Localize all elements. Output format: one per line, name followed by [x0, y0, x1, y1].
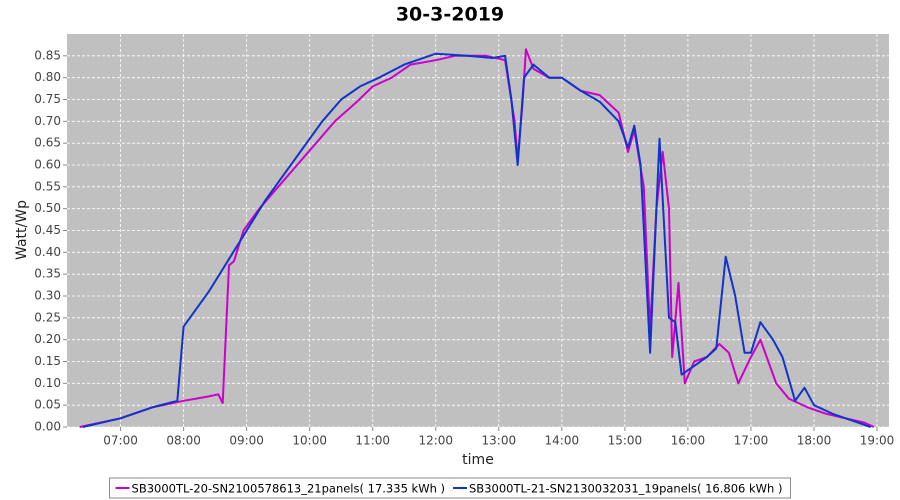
x-tick-label: 12:00 [418, 434, 453, 448]
y-tick-label: 0.55 [34, 179, 61, 193]
y-tick-label: 0.10 [34, 376, 61, 390]
y-tick-label: 0.65 [34, 136, 61, 150]
y-tick-label: 0.00 [34, 420, 61, 434]
legend-box [109, 477, 791, 499]
y-tick-label: 0.75 [34, 92, 61, 106]
x-tick-label: 09:00 [229, 434, 264, 448]
x-tick-label: 14:00 [545, 434, 580, 448]
y-tick-label: 0.85 [34, 48, 61, 62]
y-tick-label: 0.50 [34, 201, 61, 215]
y-tick-label: 0.70 [34, 114, 61, 128]
x-tick-label: 11:00 [355, 434, 390, 448]
series-line [79, 48, 875, 428]
y-tick-label: 0.45 [34, 223, 61, 237]
legend-label: SB3000TL-21-SN2130032031_19panels( 16.80… [469, 482, 782, 496]
x-axis-label: time [462, 452, 494, 468]
y-axis-label: Watt/Wp [14, 200, 30, 260]
x-tick-label: 19:00 [860, 434, 895, 448]
x-tick-label: 10:00 [292, 434, 327, 448]
chart-title: 30-3-2019 [396, 4, 504, 26]
legend-label: SB3000TL-20-SN2100578613_21panels( 17.33… [132, 482, 445, 496]
y-tick-label: 0.05 [34, 398, 61, 412]
x-tick-label: 16:00 [671, 434, 706, 448]
y-tick-label: 0.60 [34, 158, 61, 172]
y-tick-label: 0.30 [34, 289, 61, 303]
x-tick-label: 18:00 [797, 434, 832, 448]
y-tick-label: 0.25 [34, 310, 61, 324]
x-tick-label: 07:00 [103, 434, 138, 448]
y-tick-label: 0.40 [34, 245, 61, 259]
x-tick-label: 08:00 [166, 434, 201, 448]
series-line [82, 52, 872, 428]
x-tick-label: 15:00 [608, 434, 643, 448]
x-tick-label: 17:00 [734, 434, 769, 448]
y-tick-label: 0.20 [34, 332, 61, 346]
y-tick-label: 0.80 [34, 70, 61, 84]
y-tick-label: 0.35 [34, 267, 61, 281]
x-tick-label: 13:00 [482, 434, 517, 448]
y-tick-label: 0.15 [34, 354, 61, 368]
